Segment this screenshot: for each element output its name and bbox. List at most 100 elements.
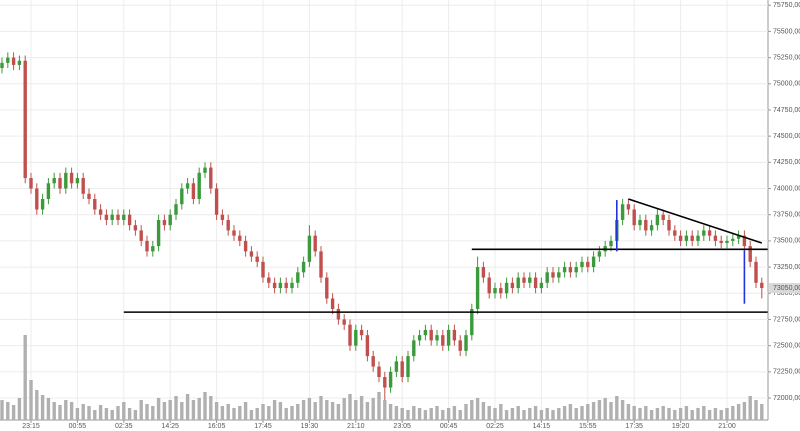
volume-bar — [568, 404, 573, 420]
candle-body — [156, 219, 161, 247]
candle-body — [139, 230, 143, 241]
candle-body — [284, 282, 288, 289]
volume-bar — [359, 396, 364, 420]
candle-body — [470, 308, 474, 336]
candle-body — [296, 272, 300, 283]
candle-body — [539, 282, 544, 289]
candle-body — [713, 235, 718, 241]
volume-bar — [673, 410, 677, 420]
candle-body — [290, 282, 294, 289]
candle-body — [626, 204, 631, 210]
candle-body — [87, 193, 91, 200]
volume-bar — [458, 410, 462, 420]
candle-body — [319, 251, 323, 278]
volume-bar — [510, 408, 515, 420]
volume-bar — [470, 400, 474, 420]
candle-body — [406, 356, 410, 378]
volume-bar — [0, 400, 4, 420]
volume-bar — [644, 406, 648, 420]
candle-body — [719, 240, 723, 243]
volume-bar — [127, 408, 132, 420]
volume-bar — [209, 396, 213, 420]
volume-bar — [348, 394, 352, 420]
volume-bar — [290, 406, 294, 420]
volume-bar — [174, 396, 178, 420]
y-tick-label: 72000,00 — [773, 395, 800, 402]
candle-body — [649, 225, 654, 231]
x-tick-label: 00:55 — [69, 423, 87, 430]
candle-body — [568, 267, 573, 273]
x-tick-label: 17:45 — [254, 423, 272, 430]
volume-bar — [707, 410, 712, 420]
volume-bar — [696, 408, 700, 420]
volume-bar — [406, 410, 410, 420]
volume-bar — [632, 406, 636, 420]
candle-body — [690, 235, 694, 241]
candle-body — [464, 335, 468, 351]
candle-body — [116, 214, 120, 220]
volume-bar — [377, 392, 381, 420]
candle-body — [151, 246, 155, 252]
candle-body — [475, 267, 480, 309]
candle-body — [133, 225, 138, 231]
candle-body — [667, 219, 671, 231]
volume-bar — [336, 404, 341, 420]
candle-body — [272, 282, 277, 289]
y-tick-label: 72500,00 — [773, 342, 800, 349]
candle-body — [214, 188, 219, 215]
candle-body — [180, 188, 184, 205]
candle-body — [209, 167, 213, 189]
volume-bar — [383, 400, 387, 420]
candle-body — [725, 240, 729, 243]
volume-bar — [702, 406, 706, 420]
y-tick-label: 75500,00 — [773, 28, 800, 35]
candle-body — [597, 251, 602, 257]
candle-body — [446, 329, 451, 346]
volume-bar — [417, 408, 422, 420]
volume-bar — [87, 406, 91, 420]
x-tick-label: 15:55 — [579, 423, 597, 430]
candle-body — [58, 178, 62, 189]
candle-body — [429, 329, 433, 341]
y-tick-label: 74000,00 — [773, 185, 800, 192]
volume-bar — [609, 402, 613, 420]
x-tick-label: 17:35 — [625, 423, 643, 430]
y-tick-label: 75750,00 — [773, 2, 800, 9]
candle-body — [46, 183, 51, 200]
candle-body — [458, 340, 462, 351]
candle-body — [52, 178, 56, 184]
x-tick-label: 00:45 — [440, 423, 458, 430]
candle-body — [423, 329, 428, 336]
candle-body — [261, 261, 265, 278]
volume-bar — [46, 398, 51, 420]
volume-bar — [151, 406, 155, 420]
candle-body — [220, 214, 225, 220]
y-tick-label: 74750,00 — [773, 107, 800, 114]
candle-body — [655, 214, 660, 226]
volume-bar — [145, 404, 149, 420]
volume-bar — [17, 398, 22, 420]
volume-bar — [191, 400, 196, 420]
candle-body — [359, 329, 364, 336]
volume-bar — [238, 406, 242, 420]
candle-body — [348, 324, 352, 346]
volume-bar — [296, 404, 300, 420]
candle-body — [267, 277, 271, 283]
candle-body — [586, 261, 590, 268]
volume-bar — [725, 408, 729, 420]
candle-body — [609, 240, 613, 247]
volume-bar — [267, 406, 271, 420]
y-tick-label: 73000,00 — [773, 290, 800, 297]
volume-bar — [754, 400, 758, 420]
volume-bar — [603, 398, 607, 420]
volume-bar — [388, 404, 393, 420]
x-tick-label: 02:35 — [115, 423, 133, 430]
candle-body — [644, 219, 648, 231]
candle-body — [122, 214, 126, 220]
x-tick-label: 21:00 — [718, 423, 736, 430]
candle-body — [35, 188, 39, 210]
candle-body — [110, 214, 114, 220]
volume-bar — [122, 402, 126, 420]
candle-body — [441, 335, 445, 346]
candle-body — [394, 361, 399, 372]
